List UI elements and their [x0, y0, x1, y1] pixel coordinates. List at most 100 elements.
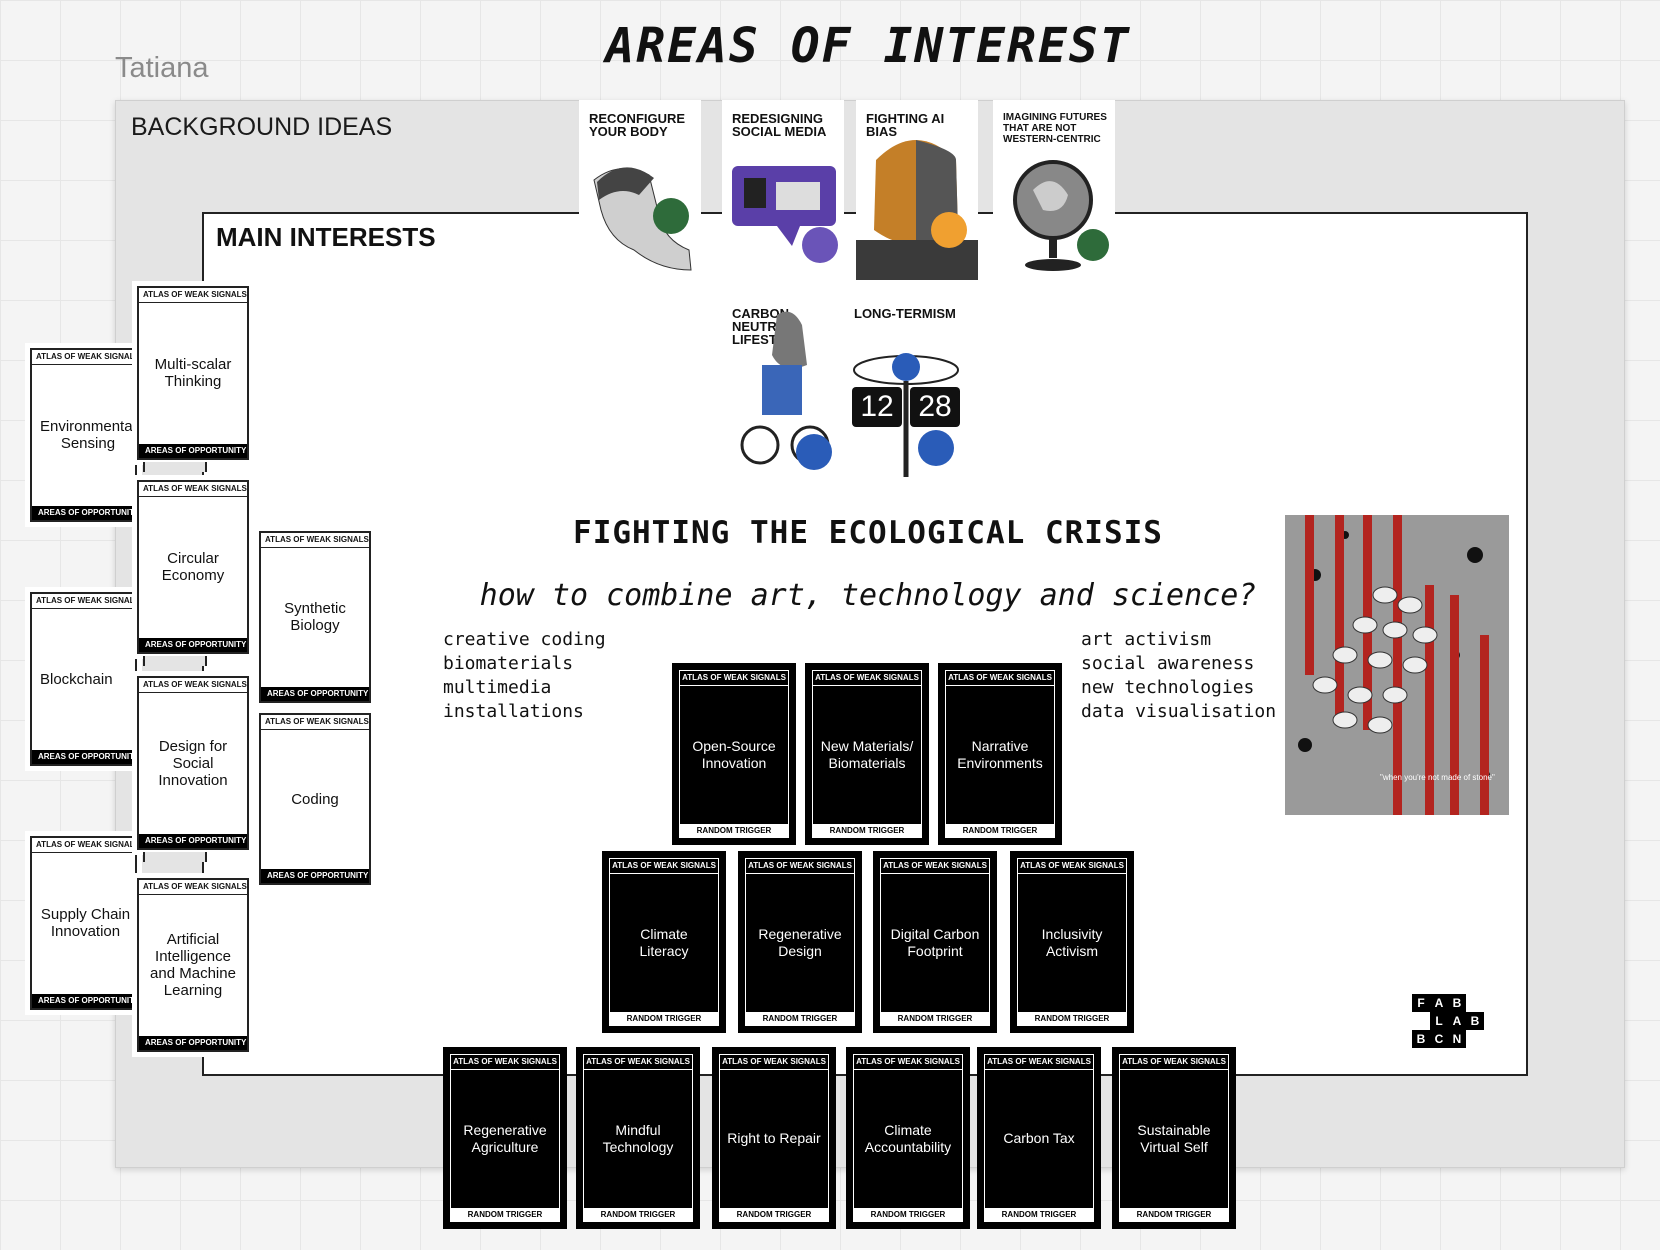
page-title: AREAS OF INTEREST	[605, 18, 1131, 74]
signal-card[interactable]: ATLAS OF WEAK SIGNALS Environmental Sens…	[30, 348, 137, 522]
poster-caption: "when you're not made of stone"	[1380, 773, 1495, 782]
card-header: ATLAS OF WEAK SIGNALS	[139, 482, 247, 497]
keywords-right: art activism social awareness new techno…	[1081, 628, 1276, 724]
clock-minutes: 28	[918, 390, 952, 423]
card-footer: AREAS OF OPPORTUNITY	[261, 869, 369, 883]
card-footer: RANDOM TRIGGER	[854, 1208, 962, 1221]
trigger-card[interactable]: ATLAS OF WEAK SIGNALS Regenerative Desig…	[738, 851, 862, 1033]
keyword: art activism	[1081, 629, 1212, 650]
trigger-card[interactable]: ATLAS OF WEAK SIGNALS Sustainable Virtua…	[1112, 1047, 1236, 1229]
keyword: creative coding	[443, 629, 606, 650]
logo-letter: B	[1412, 1030, 1430, 1048]
card-label: Artificial Intelligence and Machine Lear…	[150, 931, 236, 999]
card-footer: RANDOM TRIGGER	[1018, 1012, 1126, 1025]
badge-icon	[796, 434, 832, 470]
logo-letter: A	[1430, 994, 1448, 1012]
poster-title: LONG-TERMISM	[854, 306, 956, 321]
trigger-card[interactable]: ATLAS OF WEAK SIGNALS Narrative Environm…	[938, 663, 1062, 845]
card-footer: AREAS OF OPPORTUNITY	[32, 506, 135, 520]
card-footer: RANDOM TRIGGER	[451, 1208, 559, 1221]
poster-imagining-futures[interactable]: IMAGINING FUTURES THAT ARE NOT WESTERN-C…	[993, 100, 1115, 280]
clock-hours: 12	[860, 390, 894, 423]
poster-title: REDESIGNING SOCIAL MEDIA	[732, 111, 827, 139]
card-label: Climate Literacy	[639, 925, 689, 959]
card-label: Environmental Sensing	[40, 418, 136, 452]
globe-icon	[1013, 160, 1109, 271]
card-label: Mindful Technology	[602, 1121, 674, 1155]
signal-card[interactable]: ATLAS OF WEAK SIGNALS Circular Economy A…	[137, 480, 249, 654]
card-header: ATLAS OF WEAK SIGNALS	[610, 859, 718, 874]
card-footer: AREAS OF OPPORTUNITY	[32, 994, 135, 1008]
poster-long-termism[interactable]: LONG-TERMISM 12 28	[844, 295, 966, 477]
card-footer: RANDOM TRIGGER	[881, 1012, 989, 1025]
card-label: Multi-scalar Thinking	[154, 356, 232, 390]
turtle-art-poster[interactable]: "when you're not made of stone"	[1285, 515, 1509, 815]
card-footer: AREAS OF OPPORTUNITY	[32, 750, 135, 764]
question-text: how to combine art, technology and scien…	[479, 578, 1257, 613]
card-header: ATLAS OF WEAK SIGNALS	[261, 715, 369, 730]
card-label: Sustainable Virtual Self	[1137, 1121, 1211, 1155]
card-label: Regenerative Agriculture	[463, 1121, 547, 1155]
poster-reconfigure-body[interactable]: RECONFIGURE YOUR BODY	[579, 100, 701, 280]
turtles-image-icon	[1298, 515, 1490, 815]
poster-fighting-ai-bias[interactable]: FIGHTING AI BIAS	[856, 100, 978, 280]
keyword: installations	[443, 701, 584, 722]
card-header: ATLAS OF WEAK SIGNALS	[985, 1055, 1093, 1070]
card-label: Right to Repair	[727, 1130, 821, 1146]
card-header: ATLAS OF WEAK SIGNALS	[680, 671, 788, 686]
card-footer: RANDOM TRIGGER	[813, 824, 921, 837]
card-footer: AREAS OF OPPORTUNITY	[139, 444, 247, 458]
card-header: ATLAS OF WEAK SIGNALS	[746, 859, 854, 874]
badge-icon	[802, 227, 838, 263]
main-interests-title: MAIN INTERESTS	[216, 222, 436, 252]
poster-redesigning-social-media[interactable]: REDESIGNING SOCIAL MEDIA	[722, 100, 844, 280]
card-footer: RANDOM TRIGGER	[946, 824, 1054, 837]
badge-icon	[1077, 229, 1109, 261]
trigger-card[interactable]: ATLAS OF WEAK SIGNALS Climate Literacy R…	[602, 851, 726, 1033]
trigger-card[interactable]: ATLAS OF WEAK SIGNALS Climate Accountabi…	[846, 1047, 970, 1229]
card-label: Carbon Tax	[1003, 1130, 1075, 1146]
trigger-card[interactable]: ATLAS OF WEAK SIGNALS Mindful Technology…	[576, 1047, 700, 1229]
signal-card[interactable]: ATLAS OF WEAK SIGNALS Blockchain AREAS O…	[30, 592, 137, 766]
badge-icon	[931, 212, 967, 248]
card-label: Open-Source Innovation	[692, 737, 776, 771]
card-label: Inclusivity Activism	[1041, 925, 1103, 959]
card-footer: RANDOM TRIGGER	[985, 1208, 1093, 1221]
signal-card[interactable]: ATLAS OF WEAK SIGNALS Synthetic Biology …	[259, 531, 371, 703]
card-header: ATLAS OF WEAK SIGNALS	[584, 1055, 692, 1070]
trigger-card[interactable]: ATLAS OF WEAK SIGNALS Digital Carbon Foo…	[873, 851, 997, 1033]
user-label: Tatiana	[115, 52, 209, 84]
card-header: ATLAS OF WEAK SIGNALS	[139, 678, 247, 693]
card-label: Circular Economy	[161, 550, 225, 584]
card-stack-edge	[143, 462, 207, 472]
card-stack-edge	[143, 656, 207, 666]
keyword: new technologies	[1081, 677, 1255, 698]
keyword: social awareness	[1081, 653, 1255, 674]
signal-card[interactable]: ATLAS OF WEAK SIGNALS Coding AREAS OF OP…	[259, 713, 371, 885]
card-footer: AREAS OF OPPORTUNITY	[139, 834, 247, 848]
keyword: multimedia	[443, 677, 552, 698]
card-footer: RANDOM TRIGGER	[1120, 1208, 1228, 1221]
portrait-image-icon	[856, 140, 978, 280]
signal-card[interactable]: ATLAS OF WEAK SIGNALS Multi-scalar Think…	[137, 286, 249, 460]
background-ideas-title: BACKGROUND IDEAS	[131, 113, 393, 141]
card-label: Digital Carbon Footprint	[890, 925, 980, 959]
signal-card[interactable]: ATLAS OF WEAK SIGNALS Design for Social …	[137, 676, 249, 850]
poster-carbon-neutral-lifestyle[interactable]: CARBON NEUTRAL LIFESTYLE	[722, 295, 844, 477]
trigger-card[interactable]: ATLAS OF WEAK SIGNALS Right to Repair RA…	[712, 1047, 836, 1229]
signal-card[interactable]: ATLAS OF WEAK SIGNALS Supply Chain Innov…	[30, 836, 137, 1010]
card-footer: RANDOM TRIGGER	[610, 1012, 718, 1025]
trigger-card[interactable]: ATLAS OF WEAK SIGNALS Inclusivity Activi…	[1010, 851, 1134, 1033]
trigger-card[interactable]: ATLAS OF WEAK SIGNALS New Materials/ Bio…	[805, 663, 929, 845]
trigger-card[interactable]: ATLAS OF WEAK SIGNALS Regenerative Agric…	[443, 1047, 567, 1229]
signal-card[interactable]: ATLAS OF WEAK SIGNALS Artificial Intelli…	[137, 878, 249, 1052]
card-header: ATLAS OF WEAK SIGNALS	[881, 859, 989, 874]
card-header: ATLAS OF WEAK SIGNALS	[451, 1055, 559, 1070]
trigger-card[interactable]: ATLAS OF WEAK SIGNALS Carbon Tax RANDOM …	[977, 1047, 1101, 1229]
badge-icon	[653, 198, 689, 234]
card-header: ATLAS OF WEAK SIGNALS	[32, 350, 135, 365]
trigger-card[interactable]: ATLAS OF WEAK SIGNALS Open-Source Innova…	[672, 663, 796, 845]
card-label: Blockchain	[40, 670, 113, 688]
card-header: ATLAS OF WEAK SIGNALS	[139, 880, 247, 895]
card-label: Design for Social Innovation	[158, 737, 228, 789]
